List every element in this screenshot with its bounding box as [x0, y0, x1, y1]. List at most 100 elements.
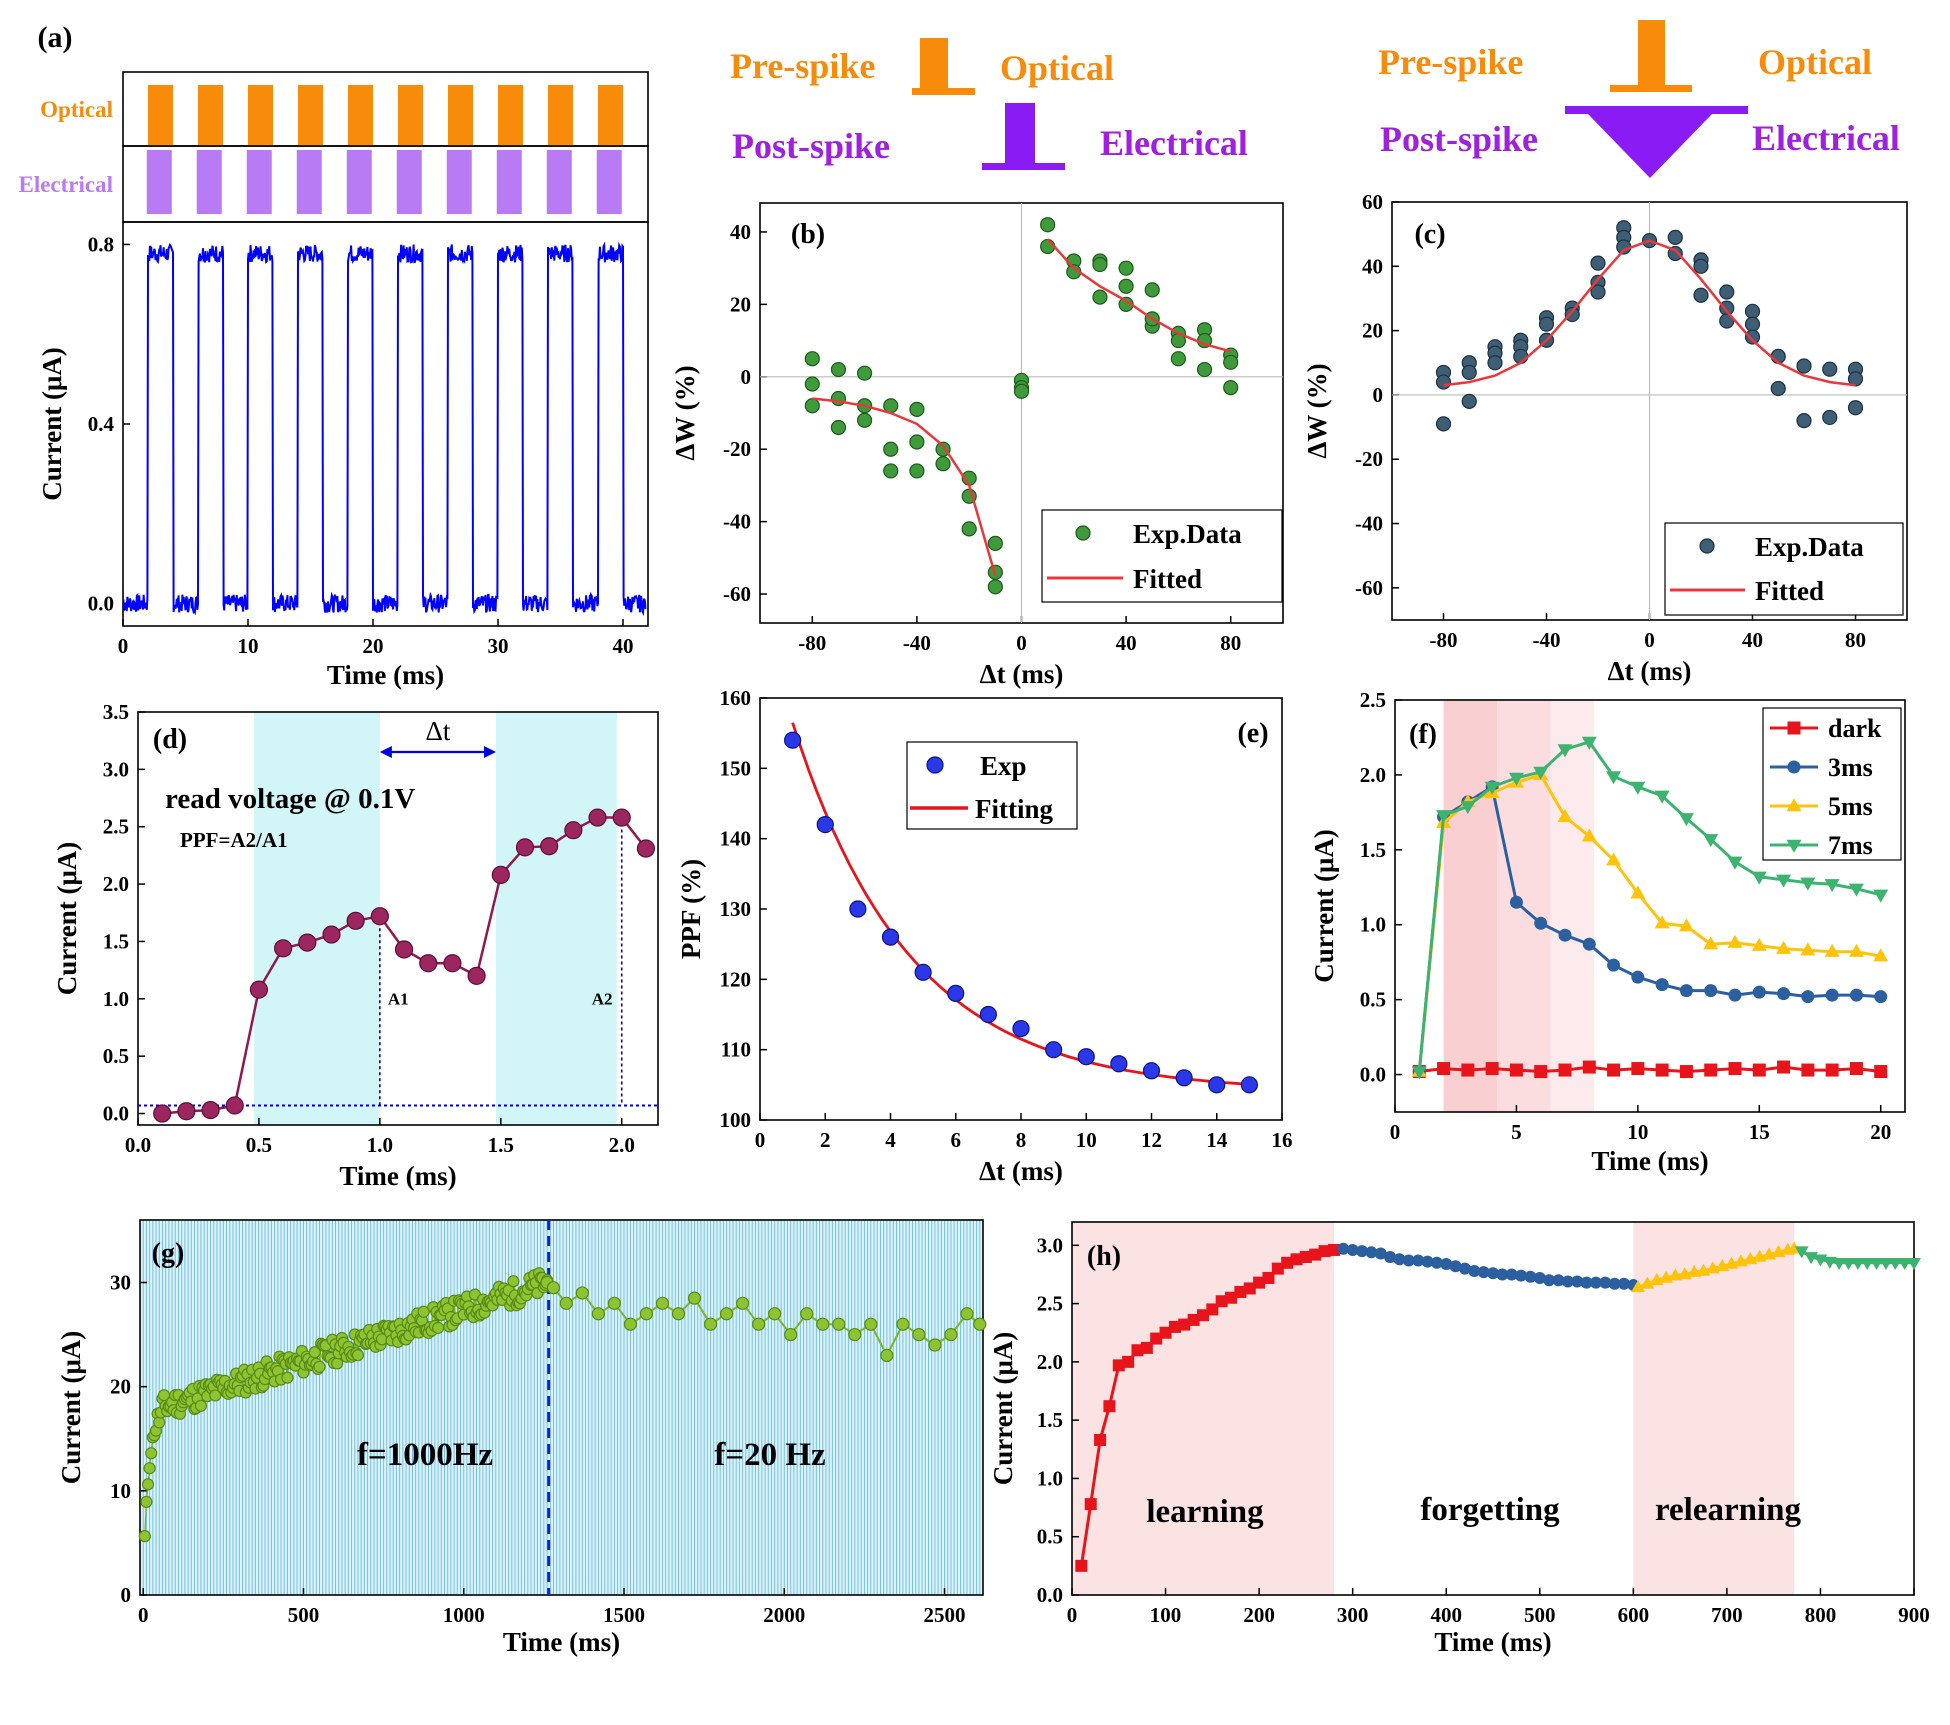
x-tick-label: 0 [1390, 1120, 1401, 1144]
legend-label: Exp.Data [1133, 519, 1242, 549]
legend-box [1041, 509, 1283, 603]
data-point [1040, 217, 1056, 233]
high-freq-point [313, 1360, 326, 1373]
series-point-learning [1159, 1326, 1172, 1339]
y-tick-label: 40 [1362, 254, 1383, 278]
x-tick-label: 80 [1845, 628, 1866, 652]
shaded-region [1443, 700, 1497, 1112]
series-point-7ms [1630, 781, 1646, 795]
series-point-forgetting [1543, 1274, 1556, 1287]
series-point-dark [1752, 1063, 1766, 1077]
low-freq-point [864, 1317, 878, 1331]
panel-g: 0 500 1000 1500 2000 2500 0 10 20 30 Time (ms) Curr… [56, 1219, 987, 1657]
low-freq-point [960, 1307, 974, 1321]
series-point-5ms [1630, 885, 1646, 899]
dt-arrow-head-left [379, 746, 392, 758]
data-point [1822, 409, 1838, 426]
series-point-relearning [1640, 1276, 1655, 1289]
data-point [1719, 284, 1735, 300]
series-point-dark [1777, 1060, 1791, 1074]
x-tick-label: 8 [1016, 1128, 1027, 1152]
data-point [1590, 255, 1606, 271]
series-point-forgetting [1608, 1277, 1621, 1290]
x-tick-label: 12 [1141, 1128, 1162, 1152]
legend-box [1762, 707, 1902, 861]
x-tick-label: 2000 [763, 1603, 805, 1627]
series-point-3ms [1631, 970, 1645, 984]
series-point-learning [1281, 1256, 1294, 1269]
series-point-7ms [1703, 834, 1719, 848]
data-point [298, 933, 317, 952]
low-freq-point [816, 1317, 830, 1331]
low-freq-point [575, 1286, 589, 1300]
electrical-pulse-symbol-c [1565, 106, 1748, 178]
x-tick-label: 6 [951, 1128, 962, 1152]
fit-curve [791, 722, 1250, 1086]
data-point [1693, 287, 1709, 303]
low-freq-point [719, 1307, 734, 1321]
series-point-3ms [1728, 988, 1742, 1002]
low-freq-point [880, 1348, 894, 1363]
series-point-forgetting [1402, 1254, 1415, 1267]
series-point-7ms [1508, 772, 1524, 786]
data-point [322, 925, 341, 944]
data-point [830, 361, 847, 378]
series-point-forgetting [1580, 1276, 1593, 1289]
data-point [830, 419, 847, 436]
series-point-5ms [1751, 937, 1767, 951]
y-tick-label: 40 [730, 220, 751, 244]
electrical-pulse [496, 150, 522, 214]
header-c-pre: Pre-spike [1378, 42, 1523, 82]
shaded-region [1072, 1222, 1334, 1595]
data-point [909, 434, 925, 450]
y-tick-label: 0.0 [88, 592, 114, 616]
x-tick-label: 16 [1272, 1128, 1293, 1152]
data-point [370, 907, 389, 926]
electrical-pulse-symbol-b [982, 103, 1065, 170]
data-point [1196, 361, 1213, 378]
panel-label: (e) [1237, 718, 1268, 749]
series-point-dark [1509, 1063, 1523, 1077]
series-point-3ms [1534, 916, 1548, 930]
data-point [883, 463, 899, 479]
y-tick-label: 2.0 [1360, 763, 1386, 787]
legend-label: 3ms [1828, 753, 1873, 782]
x-tick-label: 400 [1430, 1603, 1462, 1627]
high-freq-point [153, 1416, 166, 1429]
low-freq-point [800, 1307, 814, 1321]
series-point-learning [1271, 1262, 1284, 1275]
panel-label: (a) [38, 21, 73, 54]
pulse-row-label: Electrical [18, 172, 113, 197]
header-b: Pre-spike Optical Post-spike Electrical [730, 38, 1248, 170]
series-point-7ms [1460, 801, 1476, 815]
y-axis-label: Current (μA) [37, 347, 67, 501]
x-tick-label: 30 [488, 634, 509, 658]
data-point [1847, 400, 1864, 416]
pulse-row-label: Optical [40, 97, 113, 122]
y-tick-label: 0.5 [1360, 988, 1386, 1012]
series-point-learning [1103, 1400, 1116, 1413]
x-tick-label: -40 [1533, 628, 1561, 652]
data-point [1092, 289, 1108, 305]
x-tick-label: 2.0 [609, 1133, 635, 1157]
x-axis-label: Time (ms) [339, 1161, 456, 1191]
high-freq-point [140, 1495, 153, 1509]
y-tick-label: 2.5 [1037, 1292, 1063, 1316]
series-point-3ms [1874, 990, 1888, 1004]
y-axis-label: Current (μA) [56, 1331, 86, 1485]
freq-1000-label: f=1000Hz [357, 1437, 493, 1473]
data-point [784, 731, 802, 749]
series-point-7ms [1824, 879, 1840, 893]
data-point [987, 535, 1003, 551]
low-freq-point [687, 1291, 702, 1305]
y-tick-label: 120 [720, 967, 752, 991]
y-tick-label: 2.5 [1360, 688, 1386, 712]
series-point-7ms [1557, 744, 1573, 758]
series-point-3ms [1558, 928, 1572, 942]
series-point-learning [1084, 1498, 1097, 1511]
data-point [564, 821, 583, 840]
data-point [540, 837, 559, 856]
legend-marker [1786, 839, 1802, 853]
series-point-forgetting [1561, 1275, 1574, 1288]
optical-pulse [298, 85, 323, 146]
